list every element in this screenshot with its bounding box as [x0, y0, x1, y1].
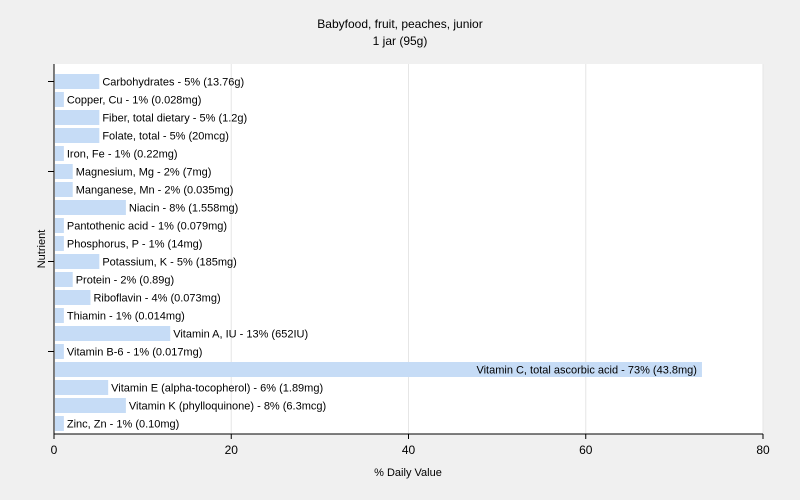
bar-label-4: Iron, Fe - 1% (0.22mg): [67, 149, 178, 161]
bar-label-2: Fiber, total dietary - 5% (1.2g): [102, 113, 247, 125]
bar-17: [55, 380, 109, 395]
bar-8: [55, 218, 64, 233]
bar-18: [55, 398, 126, 413]
y-axis-ticks: [48, 81, 54, 352]
x-tick-label-4: 80: [756, 443, 770, 457]
bar-13: [55, 308, 64, 323]
bar-4: [55, 146, 64, 161]
bar-label-12: Riboflavin - 4% (0.073mg): [93, 293, 220, 305]
bar-14: [55, 326, 171, 341]
chart-subtitle: 1 jar (95g): [373, 34, 428, 48]
bar-10: [55, 254, 100, 269]
bar-label-8: Pantothenic acid - 1% (0.079mg): [67, 221, 227, 233]
bar-label-11: Protein - 2% (0.89g): [76, 275, 174, 287]
bar-19: [55, 416, 64, 431]
bar-label-17: Vitamin E (alpha-tocopherol) - 6% (1.89m…: [111, 383, 323, 395]
bar-6: [55, 182, 73, 197]
bar-label-1: Copper, Cu - 1% (0.028mg): [67, 95, 202, 107]
bar-label-14: Vitamin A, IU - 13% (652IU): [173, 329, 308, 341]
x-tick-label-1: 20: [225, 443, 239, 457]
bar-label-18: Vitamin K (phylloquinone) - 8% (6.3mcg): [129, 401, 326, 413]
x-axis-ticks: 0 20 40 60 80: [51, 434, 770, 457]
bar-label-13: Thiamin - 1% (0.014mg): [67, 311, 185, 323]
bar-16: [55, 362, 702, 377]
bar-label-15: Vitamin B-6 - 1% (0.017mg): [67, 347, 203, 359]
x-tick-label-3: 60: [579, 443, 593, 457]
x-tick-label-2: 40: [402, 443, 416, 457]
bar-label-10: Potassium, K - 5% (185mg): [102, 257, 237, 269]
chart-title: Babyfood, fruit, peaches, junior: [317, 17, 482, 31]
bar-5: [55, 164, 73, 179]
bar-11: [55, 272, 73, 287]
bar-2: [55, 110, 100, 125]
bar-7: [55, 200, 126, 215]
bar-label-16: Vitamin C, total ascorbic acid - 73% (43…: [476, 365, 697, 377]
bars: [55, 74, 702, 431]
bar-label-6: Manganese, Mn - 2% (0.035mg): [76, 185, 234, 197]
bar-label-7: Niacin - 8% (1.558mg): [129, 203, 238, 215]
bar-3: [55, 128, 100, 143]
x-tick-label-0: 0: [51, 443, 58, 457]
bar-labels: Carbohydrates - 5% (13.76g) Copper, Cu - …: [67, 77, 697, 431]
bar-15: [55, 344, 64, 359]
bar-9: [55, 236, 64, 251]
y-axis-title: Nutrient: [36, 230, 48, 269]
bar-label-19: Zinc, Zn - 1% (0.10mg): [67, 419, 179, 431]
bar-label-0: Carbohydrates - 5% (13.76g): [102, 77, 244, 89]
bar-1: [55, 92, 64, 107]
bar-label-3: Folate, total - 5% (20mcg): [102, 131, 229, 143]
bar-12: [55, 290, 91, 305]
bar-label-9: Phosphorus, P - 1% (14mg): [67, 239, 203, 251]
bar-label-5: Magnesium, Mg - 2% (7mg): [76, 167, 212, 179]
bar-0: [55, 74, 100, 89]
x-axis-title: % Daily Value: [374, 467, 442, 479]
